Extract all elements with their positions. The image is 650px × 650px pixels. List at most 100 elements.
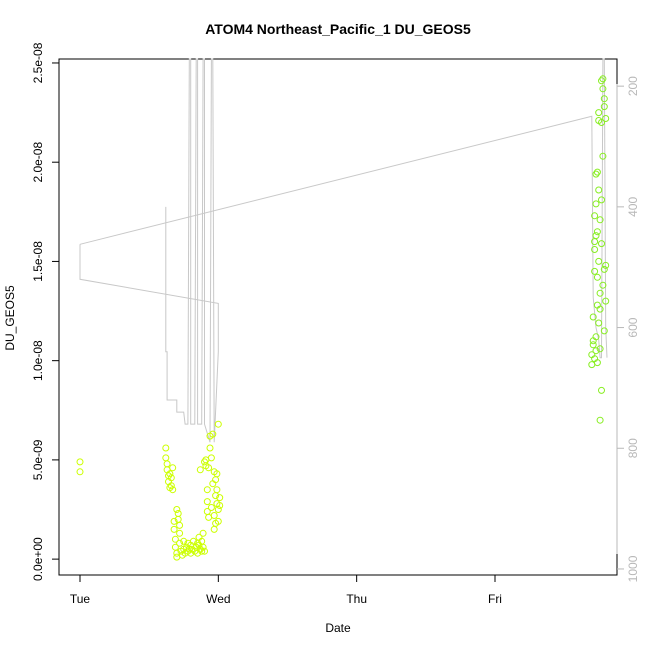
data-point bbox=[176, 539, 184, 547]
data-point bbox=[593, 228, 601, 236]
data-point bbox=[201, 547, 208, 555]
data-point bbox=[176, 529, 184, 537]
data-point bbox=[210, 512, 218, 519]
x-tick-label: Wed bbox=[206, 592, 230, 606]
data-point bbox=[187, 549, 195, 557]
x-axis: Tue Wed Thu Fri bbox=[70, 574, 502, 606]
x-tick-label: Fri bbox=[488, 592, 502, 606]
data-point bbox=[596, 289, 604, 297]
data-point bbox=[189, 537, 197, 545]
data-point bbox=[596, 416, 604, 424]
y-tick-label: 2.5e-08 bbox=[31, 42, 45, 83]
x-tick-label: Tue bbox=[70, 592, 91, 606]
data-point bbox=[595, 109, 603, 117]
data-point bbox=[170, 525, 178, 533]
data-point bbox=[203, 486, 211, 494]
data-point bbox=[599, 75, 607, 83]
data-point bbox=[198, 547, 206, 555]
data-point bbox=[598, 77, 605, 85]
y-tick-label: 2.0e-08 bbox=[31, 142, 45, 183]
data-point bbox=[602, 261, 610, 269]
secondary-y-tick-label: 800 bbox=[626, 438, 640, 458]
x-axis-label: Date bbox=[325, 621, 351, 635]
data-point bbox=[210, 525, 218, 533]
secondary-y-tick-label: 200 bbox=[626, 76, 640, 96]
data-point bbox=[598, 196, 605, 204]
data-point bbox=[593, 359, 601, 367]
data-point bbox=[591, 246, 599, 253]
data-point bbox=[206, 444, 214, 452]
data-point bbox=[216, 502, 224, 509]
data-point bbox=[589, 313, 597, 321]
data-point bbox=[598, 386, 605, 394]
data-point bbox=[602, 115, 610, 122]
data-point bbox=[216, 494, 224, 502]
data-point bbox=[591, 267, 599, 275]
data-point bbox=[599, 281, 607, 289]
pressure-line-2 bbox=[79, 58, 608, 359]
y-tick-label: 1.5e-08 bbox=[31, 241, 45, 282]
data-point bbox=[199, 543, 207, 551]
data-point bbox=[180, 537, 188, 545]
data-point bbox=[596, 305, 604, 313]
data-point bbox=[196, 466, 204, 474]
y-axis-label: DU_GEOS5 bbox=[3, 285, 17, 351]
data-point bbox=[201, 458, 208, 466]
secondary-y-axis: 200 400 600 800 1000 bbox=[616, 76, 640, 582]
y-tick-label: 1.0e-08 bbox=[31, 340, 45, 381]
data-point bbox=[209, 430, 217, 438]
data-point bbox=[591, 212, 599, 220]
secondary-y-tick-label: 600 bbox=[626, 317, 640, 337]
chart-title: ATOM4 Northeast_Pacific_1 DU_GEOS5 bbox=[205, 21, 471, 37]
data-point bbox=[592, 232, 600, 240]
data-point bbox=[599, 152, 607, 160]
data-point bbox=[589, 337, 597, 345]
data-point bbox=[214, 420, 222, 428]
data-point bbox=[595, 319, 603, 327]
data-point bbox=[169, 464, 177, 472]
data-point bbox=[598, 240, 605, 248]
data-point bbox=[598, 119, 605, 126]
data-point bbox=[207, 454, 215, 462]
data-point bbox=[600, 327, 608, 335]
data-point bbox=[592, 347, 600, 355]
data-point bbox=[599, 85, 607, 93]
y-axis: 0.0e+00 5.0e-09 1.0e-08 1.5e-08 2.0e-08 … bbox=[31, 42, 60, 581]
data-point bbox=[173, 506, 181, 513]
data-point bbox=[203, 498, 211, 506]
data-point bbox=[596, 345, 604, 353]
pressure-line-1 bbox=[79, 58, 219, 443]
data-point bbox=[167, 474, 175, 482]
data-point bbox=[600, 95, 608, 103]
pressure-lines bbox=[79, 58, 608, 443]
data-point bbox=[600, 103, 608, 111]
y-tick-label: 5.0e-09 bbox=[31, 439, 45, 480]
data-point bbox=[600, 265, 608, 273]
secondary-y-tick-label: 400 bbox=[626, 197, 640, 217]
data-point bbox=[593, 168, 601, 176]
data-point bbox=[171, 535, 179, 543]
data-point bbox=[596, 216, 604, 224]
data-point bbox=[602, 297, 610, 305]
data-point bbox=[213, 470, 221, 478]
data-point bbox=[593, 273, 601, 281]
data-points bbox=[76, 75, 610, 561]
data-point bbox=[167, 482, 175, 490]
data-point bbox=[205, 464, 213, 472]
secondary-y-tick-label: 1000 bbox=[626, 555, 640, 582]
data-point bbox=[589, 341, 597, 349]
data-point bbox=[595, 257, 603, 265]
x-tick-label: Thu bbox=[346, 592, 367, 606]
data-point bbox=[76, 468, 84, 476]
data-point bbox=[76, 458, 84, 466]
data-point bbox=[592, 200, 600, 208]
data-point bbox=[214, 506, 222, 513]
data-point bbox=[207, 504, 215, 511]
data-point bbox=[592, 170, 600, 178]
data-point bbox=[162, 444, 170, 452]
data-point bbox=[213, 486, 221, 494]
data-point bbox=[166, 470, 174, 478]
y-tick-label: 0.0e+00 bbox=[31, 537, 45, 581]
